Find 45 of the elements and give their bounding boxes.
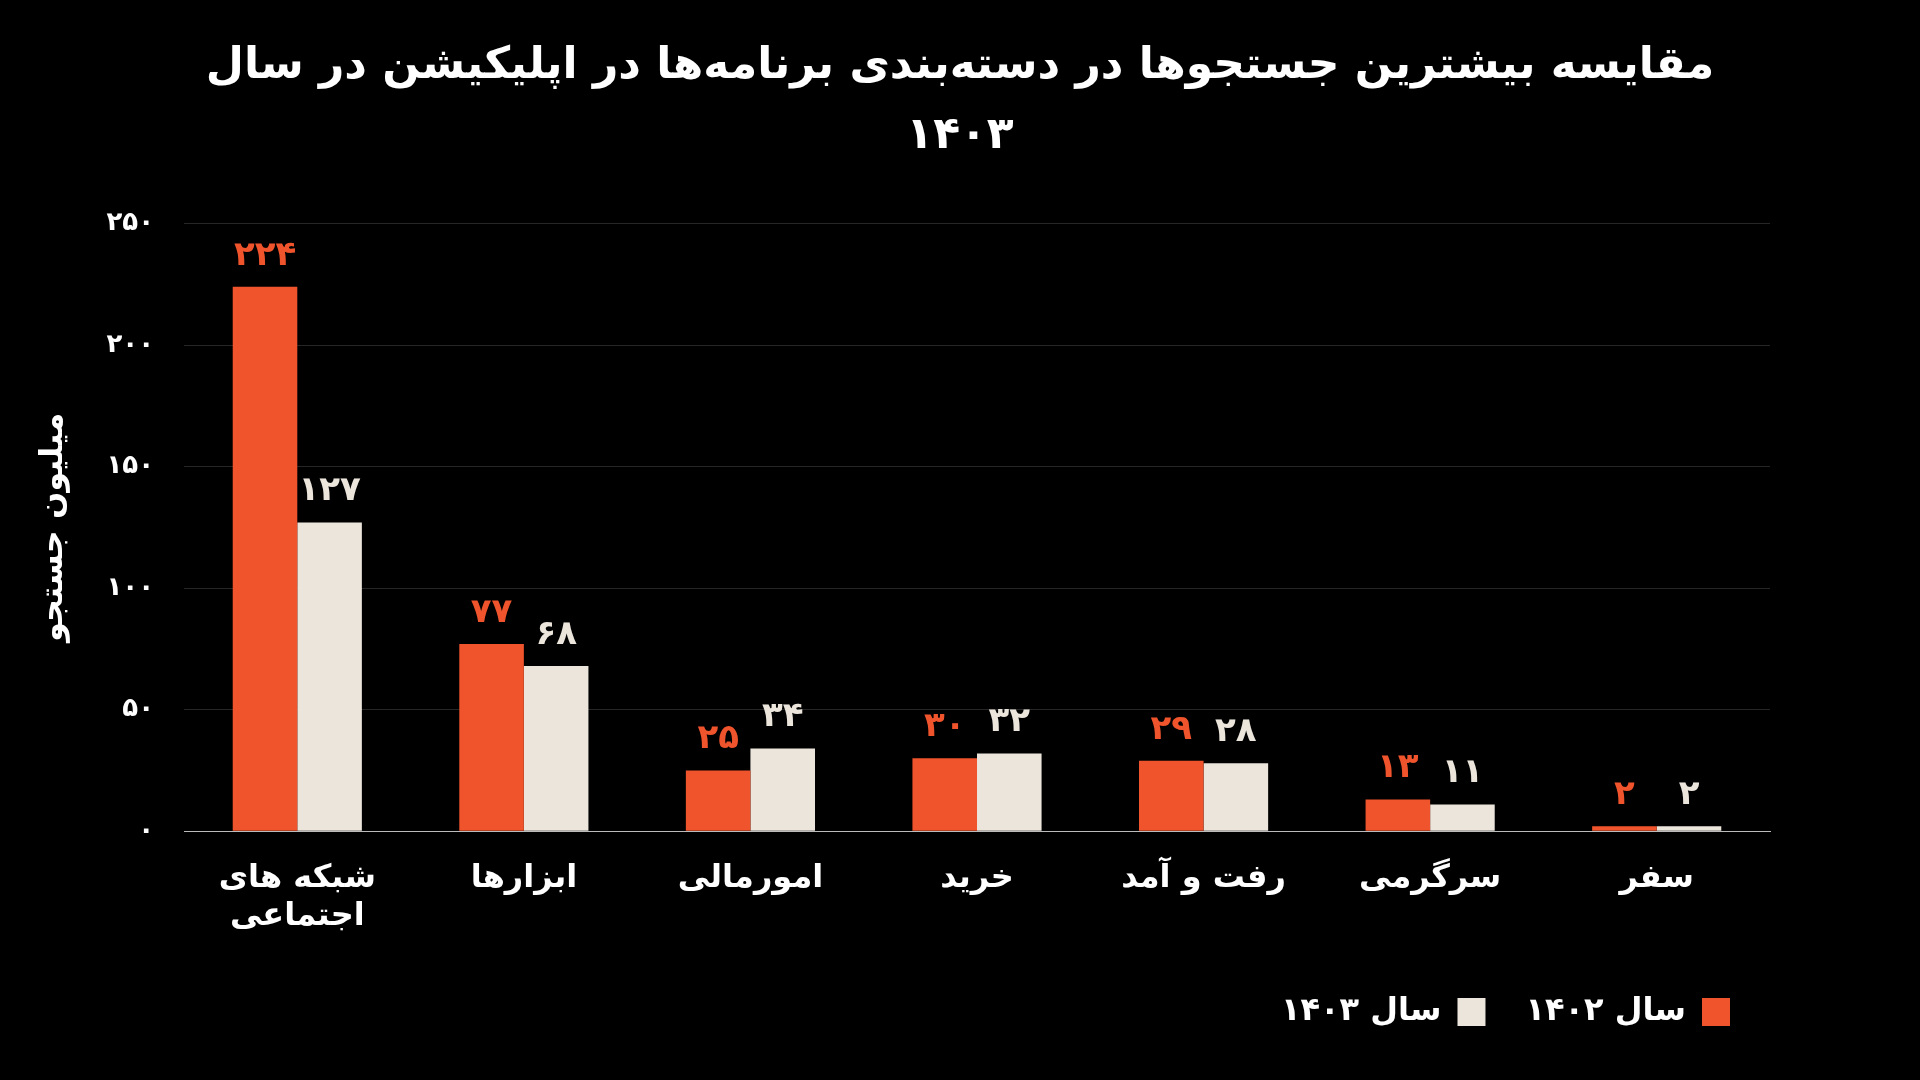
data-label: ۲۸: [1215, 708, 1257, 749]
bar: [912, 758, 977, 831]
x-tick-label: ابزارها: [470, 856, 578, 895]
data-label: ۱۱: [1441, 750, 1484, 791]
bar: [1139, 760, 1204, 831]
bar: [523, 665, 589, 831]
bar: [232, 286, 298, 831]
data-label: ۶۸: [535, 611, 578, 652]
legend-label: سال ۱۴۰۳: [1280, 990, 1442, 1029]
y-tick-label: ۲۵۰: [106, 206, 155, 237]
bar: [1203, 763, 1269, 831]
x-tick-label: امورمالی: [677, 856, 824, 895]
bar: [685, 770, 751, 831]
bar: [977, 753, 1042, 831]
data-label: ۷۷: [470, 589, 513, 630]
bar: [1592, 826, 1657, 831]
data-label: ۲: [1678, 772, 1700, 813]
bar: [750, 748, 816, 831]
y-tick-label: ۱۰۰: [106, 570, 155, 601]
y-tick-label: ۰: [138, 813, 155, 844]
x-tick-label: سرگرمی: [1359, 856, 1502, 895]
y-tick-label: ۱۵۰: [106, 449, 155, 480]
bar: [459, 644, 524, 831]
data-label: ۱۳: [1377, 745, 1419, 786]
data-label: ۲۵: [697, 716, 739, 757]
data-label: ۲۲۴: [233, 232, 297, 273]
legend-label: سال ۱۴۰۲: [1525, 990, 1686, 1029]
bar: [1430, 804, 1495, 831]
data-label: ۲: [1614, 772, 1636, 813]
y-tick-label: ۵۰: [122, 692, 155, 723]
bar: [1656, 826, 1722, 831]
y-axis-title: میلیون جستجو: [31, 412, 70, 645]
data-label: ۳۰: [923, 704, 966, 745]
x-tick-label: رفت و آمد: [1121, 855, 1286, 895]
data-label: ۲۹: [1150, 706, 1193, 747]
chart-title: مقایسه بیشترین جستجوها در دسته‌بندی برنامه‌ها در اپلیکیشن در سال ۱۴۰۳: [204, 36, 1716, 161]
x-tick-label: خرید: [940, 856, 1014, 895]
x-tick-label: شبکه های اجتماعی: [218, 856, 376, 934]
bar: [1365, 799, 1431, 831]
x-tick-label: سفر: [1617, 856, 1694, 895]
y-tick-label: ۲۰۰: [106, 327, 155, 358]
bar: [297, 522, 362, 831]
data-label: ۱۲۷: [298, 468, 361, 509]
data-label: ۳۴: [761, 694, 804, 735]
data-label: ۳۲: [988, 699, 1031, 740]
